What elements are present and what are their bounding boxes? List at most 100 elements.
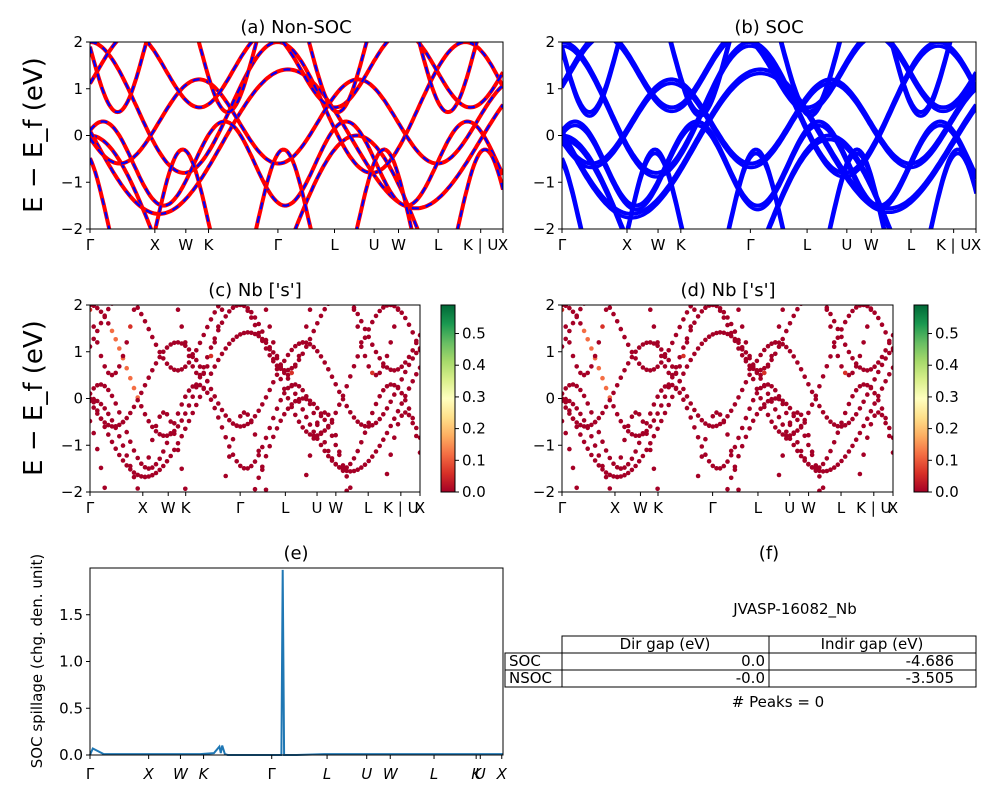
band-point <box>230 337 236 343</box>
band-point <box>395 367 401 372</box>
band-point <box>131 404 137 410</box>
band-point <box>629 349 635 355</box>
y-tick-label: 2 <box>545 33 555 51</box>
band-point <box>762 365 767 371</box>
band-point <box>773 396 778 401</box>
band-point <box>98 416 104 421</box>
band-point <box>725 486 730 492</box>
band-point <box>278 364 284 369</box>
band-point <box>673 370 679 376</box>
band-point <box>607 455 613 461</box>
band-point <box>607 305 613 311</box>
band-point <box>219 425 225 430</box>
band-point <box>684 336 690 341</box>
band-point <box>307 422 313 427</box>
band-point <box>113 337 118 342</box>
band-point <box>201 385 206 391</box>
band-point <box>131 385 137 391</box>
band-point <box>256 321 262 327</box>
band-point <box>659 360 664 365</box>
band-point <box>227 341 232 347</box>
band-point <box>377 370 383 376</box>
band-point <box>344 403 350 409</box>
band-point <box>227 417 232 423</box>
band-point <box>333 432 339 438</box>
band-point <box>721 419 727 425</box>
band-point <box>234 334 239 340</box>
band-point <box>223 413 228 418</box>
band-point <box>828 354 833 359</box>
band-point <box>640 419 646 424</box>
band-point <box>183 411 188 416</box>
band-point <box>629 432 635 437</box>
band-point <box>406 412 412 418</box>
row-soc-dir: 0.0 <box>741 652 765 670</box>
x-tick-label: L <box>803 236 812 254</box>
band-point <box>146 455 151 460</box>
band-point <box>201 370 206 376</box>
band-line-dash <box>90 134 419 229</box>
band-point <box>681 386 686 392</box>
panel-c-title: (c) Nb ['s'] <box>208 280 302 301</box>
x-tick-label: Γ <box>558 236 567 254</box>
band-point <box>802 433 807 439</box>
band-point <box>410 330 416 335</box>
band-point <box>135 305 140 311</box>
band-point <box>861 305 866 308</box>
band-point <box>318 442 324 448</box>
band-point <box>831 344 837 350</box>
band-point <box>695 314 701 319</box>
row-soc-indir: -4.686 <box>906 652 954 670</box>
band-point <box>135 397 140 403</box>
band-point <box>392 392 397 397</box>
band-point <box>414 372 419 377</box>
band-point <box>179 418 184 423</box>
band-point <box>762 382 767 388</box>
band-point <box>135 472 140 478</box>
band-point <box>644 421 649 426</box>
band-point <box>721 463 727 469</box>
band-point <box>183 343 188 349</box>
band-point <box>570 309 576 315</box>
band-point <box>359 340 364 345</box>
band-point <box>304 324 309 329</box>
band-point <box>776 429 782 434</box>
band-point <box>820 461 826 467</box>
band-point <box>249 419 254 425</box>
band-point <box>773 493 778 498</box>
band-point <box>739 387 745 393</box>
band-point <box>219 351 225 357</box>
band-point <box>739 324 745 329</box>
band-point <box>820 374 826 379</box>
row-soc-label: SOC <box>509 652 541 670</box>
band-point <box>337 465 342 470</box>
band-point <box>625 461 631 467</box>
band-point <box>725 414 730 419</box>
colorbar-tick-label: 0.2 <box>462 420 486 438</box>
band-point <box>743 415 749 421</box>
band-point <box>644 340 649 346</box>
band-point <box>249 315 254 320</box>
band-point <box>168 365 173 370</box>
colorbar-tick-label: 0.3 <box>935 388 959 406</box>
band-point <box>835 462 841 468</box>
band-point <box>274 363 280 369</box>
band-point <box>183 340 188 345</box>
band-point <box>190 364 195 369</box>
band-point <box>377 356 383 361</box>
band-point <box>828 324 833 329</box>
band-point <box>186 418 192 424</box>
band-point <box>817 465 822 470</box>
band-point <box>809 402 815 408</box>
band-point <box>370 423 375 428</box>
band-point <box>344 488 349 492</box>
band-point <box>252 432 258 437</box>
band-point <box>728 408 734 414</box>
band-point <box>817 468 822 474</box>
band-point <box>370 370 375 376</box>
x-tick-label: K <box>676 236 687 254</box>
x-tick-label: U <box>475 765 486 783</box>
band-point <box>673 332 679 338</box>
band-point <box>348 461 353 467</box>
band-point <box>780 453 785 458</box>
